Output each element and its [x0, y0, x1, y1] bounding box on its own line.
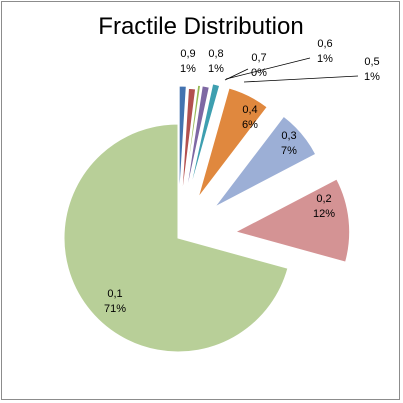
leader-line — [224, 68, 249, 81]
leader-line — [225, 57, 311, 80]
slice-percent-label: 71% — [104, 303, 126, 315]
slice-percent-label: 1% — [317, 53, 333, 65]
pie-slice-0-8 — [180, 87, 197, 203]
pie-slice-0-2 — [234, 178, 351, 263]
slice-category-label: 0,1 — [107, 288, 122, 300]
pie-slice-0-1 — [63, 123, 289, 353]
slice-category-label: 0,8 — [208, 48, 223, 60]
leader-line — [243, 75, 359, 83]
slice-percent-label: 0% — [251, 67, 267, 79]
pie-slice-0-9 — [178, 85, 187, 201]
slice-category-label: 0,5 — [364, 56, 379, 68]
slice-category-label: 0,2 — [316, 193, 331, 205]
slice-percent-label: 1% — [364, 71, 380, 83]
pie-slice-0-5 — [188, 83, 221, 196]
pie-slice-0-7 — [182, 84, 202, 199]
chart-title: Fractile Distribution — [98, 13, 303, 40]
slice-percent-label: 1% — [208, 63, 224, 75]
slice-percent-label: 12% — [313, 208, 335, 220]
slice-percent-label: 7% — [281, 145, 297, 157]
slice-percent-label: 6% — [242, 119, 258, 131]
slice-category-label: 0,6 — [317, 38, 332, 50]
pie-slice-0-3 — [214, 115, 317, 208]
pie-slice-0-4 — [197, 87, 268, 199]
slice-category-label: 0,4 — [242, 104, 257, 116]
slice-category-label: 0,7 — [251, 52, 266, 64]
pie-slice-0-6 — [184, 85, 210, 199]
slice-category-label: 0,3 — [281, 130, 296, 142]
slice-category-label: 0,9 — [180, 48, 195, 60]
slice-percent-label: 1% — [180, 63, 196, 75]
